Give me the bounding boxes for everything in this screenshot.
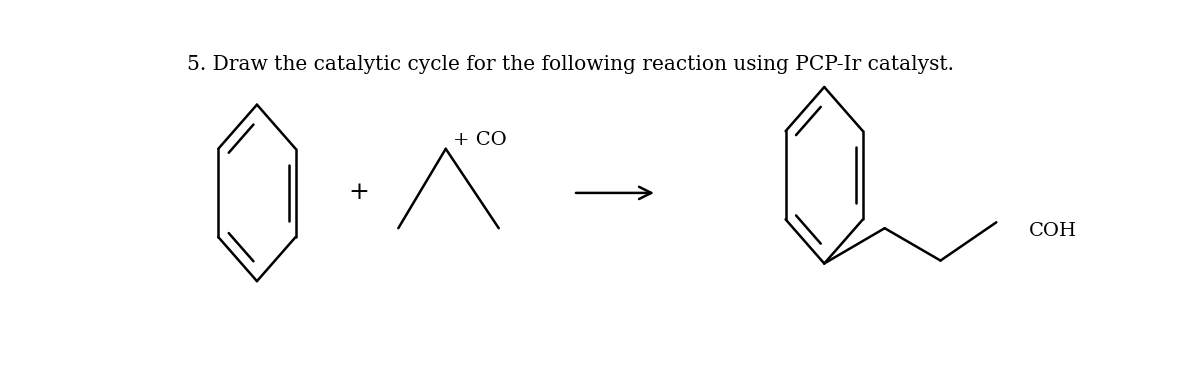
Text: COH: COH (1028, 222, 1076, 240)
Text: +: + (349, 181, 370, 204)
Text: 5. Draw the catalytic cycle for the following reaction using PCP-Ir catalyst.: 5. Draw the catalytic cycle for the foll… (187, 55, 954, 74)
Text: + CO: + CO (454, 131, 508, 149)
